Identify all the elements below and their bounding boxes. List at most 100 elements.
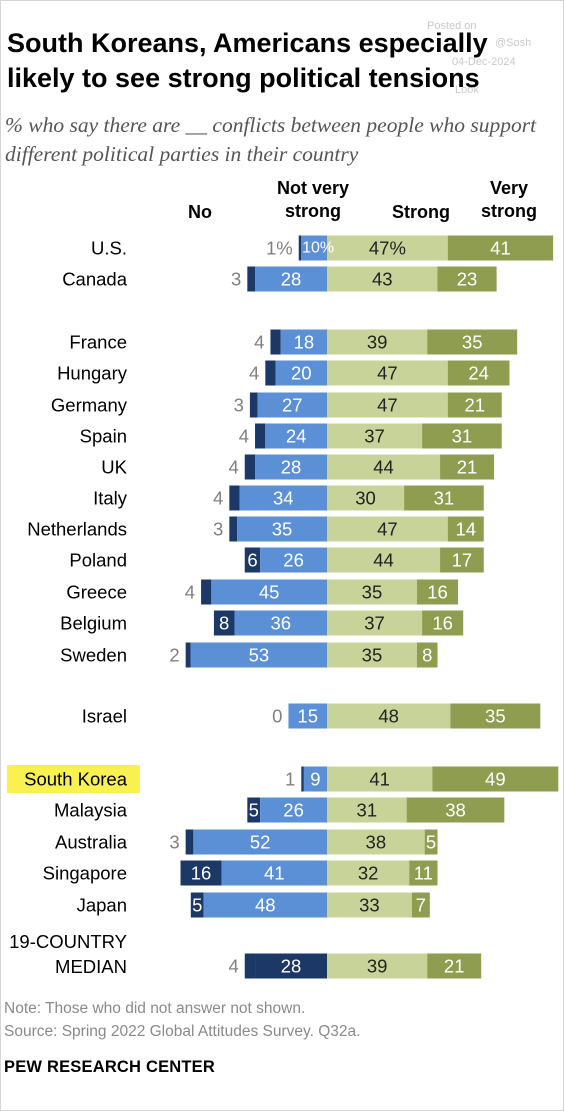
label-very-strong: 21 xyxy=(444,956,465,977)
label-no: 1% xyxy=(266,238,293,259)
label-not-very-strong: 15 xyxy=(297,706,318,727)
bar-very-strong xyxy=(427,953,482,979)
label-no: 3 xyxy=(213,519,223,540)
bar-no xyxy=(201,579,212,605)
label-strong: 38 xyxy=(366,832,387,853)
bar-very-strong xyxy=(450,703,541,729)
label-no: 0 xyxy=(272,706,282,727)
header-not-very-strong: Not very strong xyxy=(276,178,350,221)
bar-strong xyxy=(327,579,417,605)
country-label: Singapore xyxy=(43,863,127,884)
label-not-very-strong: 36 xyxy=(270,613,291,634)
country-label: Italy xyxy=(93,488,128,509)
bar-no xyxy=(244,547,261,573)
label-very-strong: 49 xyxy=(485,769,506,790)
bar-no xyxy=(190,892,204,918)
label-no: 4 xyxy=(249,363,259,384)
bar-not-very-strong xyxy=(237,516,327,542)
bar-strong xyxy=(327,892,412,918)
bar-not-very-strong xyxy=(303,766,327,792)
country-label: Germany xyxy=(51,395,128,416)
label-strong: 47 xyxy=(377,519,398,540)
bar-strong xyxy=(327,610,423,636)
bar-no xyxy=(229,485,240,511)
country-label: Netherlands xyxy=(27,519,127,540)
label-no: 5 xyxy=(249,800,259,821)
label-strong: 32 xyxy=(358,863,379,884)
country-label: 19-COUNTRY MEDIAN xyxy=(9,931,127,977)
label-not-very-strong: 35 xyxy=(272,519,293,540)
label-not-very-strong: 26 xyxy=(283,550,304,571)
label-not-very-strong: 48 xyxy=(255,895,276,916)
label-no: 3 xyxy=(169,832,179,853)
bar-very-strong xyxy=(422,423,502,449)
bar-very-strong xyxy=(427,329,518,355)
country-label: Spain xyxy=(80,426,127,447)
label-very-strong: 23 xyxy=(457,269,478,290)
bar-strong xyxy=(327,766,433,792)
country-label: Greece xyxy=(66,582,127,603)
label-no: 8 xyxy=(219,613,229,634)
label-no: 4 xyxy=(213,488,223,509)
label-no: 2 xyxy=(169,645,179,666)
label-not-very-strong: 28 xyxy=(281,956,302,977)
bar-not-very-strong xyxy=(280,329,327,355)
bar-very-strong xyxy=(416,579,459,605)
bar-no xyxy=(265,360,276,386)
bar-no xyxy=(301,766,304,792)
chart-subtitle: % who say there are __ conflicts between… xyxy=(5,113,537,166)
bar-not-very-strong xyxy=(234,610,327,636)
label-strong: 35 xyxy=(362,582,383,603)
country-label: France xyxy=(69,332,127,353)
label-not-very-strong: 9 xyxy=(310,769,320,790)
label-no: 3 xyxy=(234,395,244,416)
bar-no xyxy=(270,329,281,355)
label-not-very-strong: 27 xyxy=(282,395,303,416)
bar-strong xyxy=(327,547,441,573)
label-not-very-strong: 52 xyxy=(250,832,271,853)
label-very-strong: 16 xyxy=(427,582,448,603)
header-very-strong: Very strong xyxy=(481,178,537,221)
label-strong: 44 xyxy=(373,457,394,478)
bar-not-very-strong xyxy=(255,953,327,979)
country-label: UK xyxy=(101,457,127,478)
label-no: 4 xyxy=(254,332,264,353)
label-strong: 43 xyxy=(372,269,393,290)
label-no: 4 xyxy=(228,457,238,478)
bar-strong xyxy=(327,329,428,355)
label-strong: 47 xyxy=(377,363,398,384)
source-text: Source: Spring 2022 Global Attitudes Sur… xyxy=(4,1023,361,1040)
bar-not-very-strong xyxy=(190,642,327,668)
bar-strong xyxy=(327,485,405,511)
bar-not-very-strong xyxy=(301,235,327,261)
label-not-very-strong: 24 xyxy=(286,426,307,447)
country-label: Hungary xyxy=(57,363,128,384)
bar-not-very-strong xyxy=(193,829,327,855)
label-very-strong: 35 xyxy=(485,706,506,727)
bar-not-very-strong xyxy=(221,860,327,886)
brand-name: PEW RESEARCH CENTER xyxy=(4,1058,215,1076)
label-strong: 33 xyxy=(359,895,380,916)
label-very-strong: 41 xyxy=(490,238,511,259)
label-very-strong: 7 xyxy=(416,895,426,916)
label-very-strong: 16 xyxy=(432,613,453,634)
label-no: 4 xyxy=(228,956,238,977)
bar-very-strong xyxy=(416,642,438,668)
label-very-strong: 38 xyxy=(445,800,466,821)
label-no: 4 xyxy=(185,582,195,603)
label-very-strong: 21 xyxy=(464,395,485,416)
country-label: Malaysia xyxy=(54,800,128,821)
bar-no xyxy=(255,423,266,449)
label-strong: 37 xyxy=(364,426,385,447)
label-no: 3 xyxy=(231,269,241,290)
label-strong: 47 xyxy=(377,395,398,416)
watermark-line-2: 04-Dec-2024 xyxy=(452,56,516,68)
bar-not-very-strong xyxy=(260,547,327,573)
bar-very-strong xyxy=(447,516,484,542)
label-no: 6 xyxy=(247,550,257,571)
bar-very-strong xyxy=(406,797,505,823)
bar-very-strong xyxy=(424,829,438,855)
country-label: South Korea xyxy=(24,769,128,790)
label-very-strong: 31 xyxy=(434,488,455,509)
bar-strong xyxy=(327,860,410,886)
